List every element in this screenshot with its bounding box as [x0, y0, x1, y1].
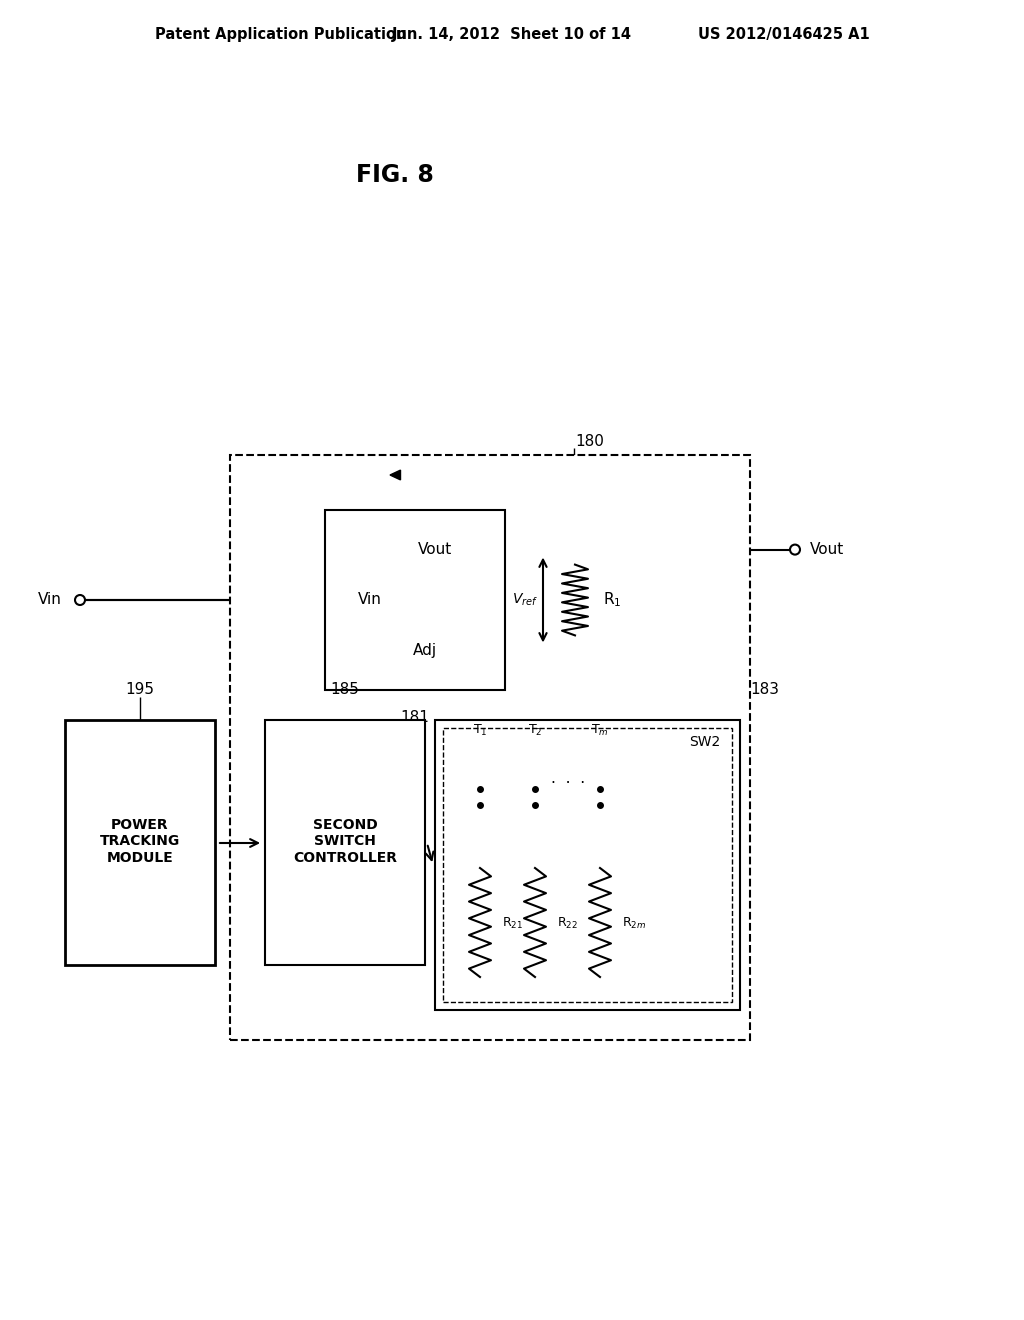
- Text: T$_m$: T$_m$: [591, 722, 609, 738]
- Text: R$_{21}$: R$_{21}$: [502, 916, 523, 931]
- Text: Vin: Vin: [358, 593, 382, 607]
- Text: R$_{2m}$: R$_{2m}$: [622, 916, 646, 931]
- Text: T$_2$: T$_2$: [527, 722, 542, 738]
- Text: Vout: Vout: [810, 543, 844, 557]
- Text: CONTROLLER: CONTROLLER: [293, 851, 397, 865]
- Text: SECOND: SECOND: [312, 818, 378, 832]
- Text: Vin: Vin: [38, 593, 62, 607]
- Text: Adj: Adj: [413, 643, 437, 657]
- Text: 183: 183: [750, 682, 779, 697]
- Text: US 2012/0146425 A1: US 2012/0146425 A1: [698, 28, 870, 42]
- Bar: [435, 719, 740, 1010]
- Polygon shape: [390, 470, 400, 480]
- Text: SW2: SW2: [689, 735, 721, 748]
- Text: $V_{ref}$: $V_{ref}$: [512, 591, 538, 609]
- Text: POWER: POWER: [112, 818, 169, 832]
- Bar: [265, 719, 425, 965]
- Bar: [325, 510, 505, 690]
- Text: 180: 180: [575, 434, 604, 450]
- Text: 195: 195: [126, 682, 155, 697]
- Bar: [230, 455, 750, 1040]
- Text: SWITCH: SWITCH: [314, 834, 376, 847]
- Bar: [65, 719, 215, 965]
- Text: MODULE: MODULE: [106, 851, 173, 865]
- Text: TRACKING: TRACKING: [100, 834, 180, 847]
- Text: Patent Application Publication: Patent Application Publication: [155, 28, 407, 42]
- Text: T$_1$: T$_1$: [473, 722, 487, 738]
- Text: FIG. 8: FIG. 8: [356, 162, 434, 187]
- Text: 181: 181: [400, 710, 429, 726]
- Text: ·  ·  ·: · · ·: [551, 776, 585, 791]
- Text: Vout: Vout: [418, 543, 453, 557]
- Text: 185: 185: [331, 682, 359, 697]
- Text: R$_{22}$: R$_{22}$: [557, 916, 578, 931]
- Text: R$_1$: R$_1$: [603, 590, 622, 610]
- Bar: [443, 729, 732, 1002]
- Text: Jun. 14, 2012  Sheet 10 of 14: Jun. 14, 2012 Sheet 10 of 14: [392, 28, 632, 42]
